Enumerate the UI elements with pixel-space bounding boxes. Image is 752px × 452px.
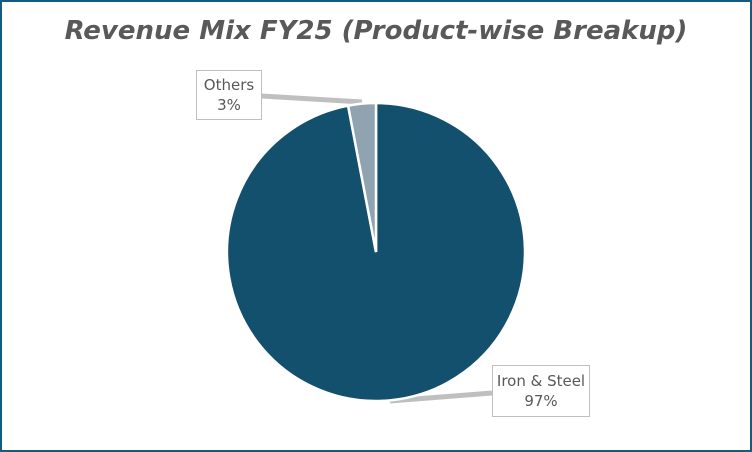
iron-label-value: 97%: [524, 392, 558, 410]
others-data-label: Others 3%: [196, 70, 262, 120]
others-leader-line: [261, 93, 363, 105]
others-label-value: 3%: [217, 96, 241, 114]
others-label-name: Others: [203, 76, 255, 94]
iron-steel-data-label: Iron & Steel 97%: [492, 365, 590, 417]
pie-slice-others: [346, 101, 378, 253]
chart-title: Revenue Mix FY25 (Product-wise Breakup): [64, 16, 688, 46]
iron-leader-line: [389, 390, 493, 404]
iron-label-name: Iron & Steel: [496, 372, 586, 390]
